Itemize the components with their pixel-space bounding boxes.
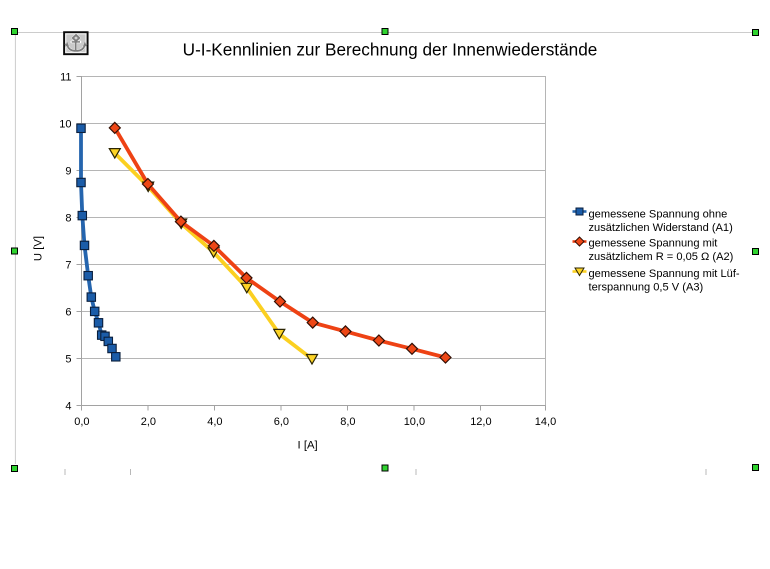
svg-text:U [V]: U [V]	[32, 236, 44, 261]
svg-text:6,0: 6,0	[274, 416, 289, 428]
svg-text:I [A]: I [A]	[298, 439, 318, 451]
svg-text:4: 4	[65, 400, 71, 412]
svg-text:gemessene Spannung mit: gemessene Spannung mit	[589, 238, 718, 250]
svg-text:14,0: 14,0	[535, 416, 556, 428]
svg-text:2,0: 2,0	[141, 416, 156, 428]
svg-text:terspannung 0,5 V (A3): terspannung 0,5 V (A3)	[589, 282, 704, 294]
svg-text:zusätzlichen Widerstand (A1): zusätzlichen Widerstand (A1)	[589, 222, 733, 234]
svg-text:12,0: 12,0	[470, 416, 491, 428]
svg-text:U-I-Kennlinien zur Berechnung: U-I-Kennlinien zur Berechnung der Innenw…	[183, 40, 598, 60]
svg-text:11: 11	[60, 71, 71, 83]
svg-text:7: 7	[65, 259, 71, 271]
svg-text:gemessene Spannung ohne: gemessene Spannung ohne	[589, 209, 728, 221]
svg-text:0,0: 0,0	[74, 416, 89, 428]
svg-text:9: 9	[65, 165, 71, 177]
svg-text:8: 8	[65, 212, 71, 224]
svg-text:8,0: 8,0	[340, 416, 355, 428]
svg-text:5: 5	[65, 353, 71, 365]
svg-text:4,0: 4,0	[207, 416, 222, 428]
svg-text:zusätzlichem R = 0,05 Ω (A2): zusätzlichem R = 0,05 Ω (A2)	[589, 251, 734, 263]
svg-text:10: 10	[59, 118, 71, 130]
svg-text:6: 6	[65, 306, 71, 318]
svg-text:gemessene Spannung mit Lüf-: gemessene Spannung mit Lüf-	[589, 268, 740, 280]
svg-text:10,0: 10,0	[404, 416, 425, 428]
